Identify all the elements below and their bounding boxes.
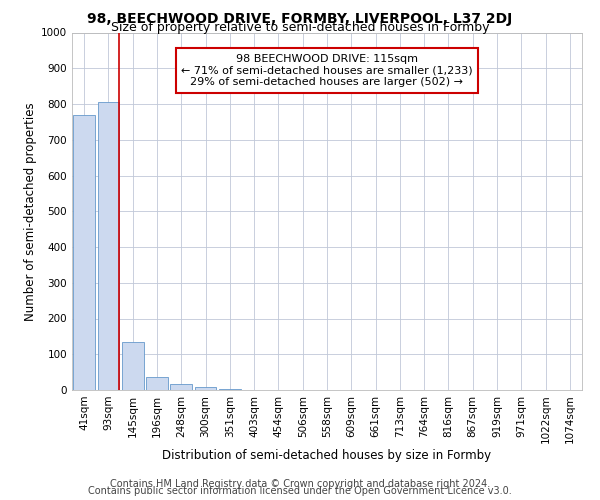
Text: Contains HM Land Registry data © Crown copyright and database right 2024.: Contains HM Land Registry data © Crown c…: [110, 479, 490, 489]
Bar: [122, 342, 143, 390]
Bar: [73, 114, 95, 390]
X-axis label: Distribution of semi-detached houses by size in Formby: Distribution of semi-detached houses by …: [163, 449, 491, 462]
Text: 98, BEECHWOOD DRIVE, FORMBY, LIVERPOOL, L37 2DJ: 98, BEECHWOOD DRIVE, FORMBY, LIVERPOOL, …: [88, 12, 512, 26]
Text: Contains public sector information licensed under the Open Government Licence v3: Contains public sector information licen…: [88, 486, 512, 496]
Bar: [194, 387, 217, 390]
Y-axis label: Number of semi-detached properties: Number of semi-detached properties: [24, 102, 37, 320]
Bar: [146, 378, 168, 390]
Bar: [170, 384, 192, 390]
Bar: [97, 102, 119, 390]
Text: 98 BEECHWOOD DRIVE: 115sqm
← 71% of semi-detached houses are smaller (1,233)
29%: 98 BEECHWOOD DRIVE: 115sqm ← 71% of semi…: [181, 54, 473, 87]
Text: Size of property relative to semi-detached houses in Formby: Size of property relative to semi-detach…: [111, 21, 489, 34]
